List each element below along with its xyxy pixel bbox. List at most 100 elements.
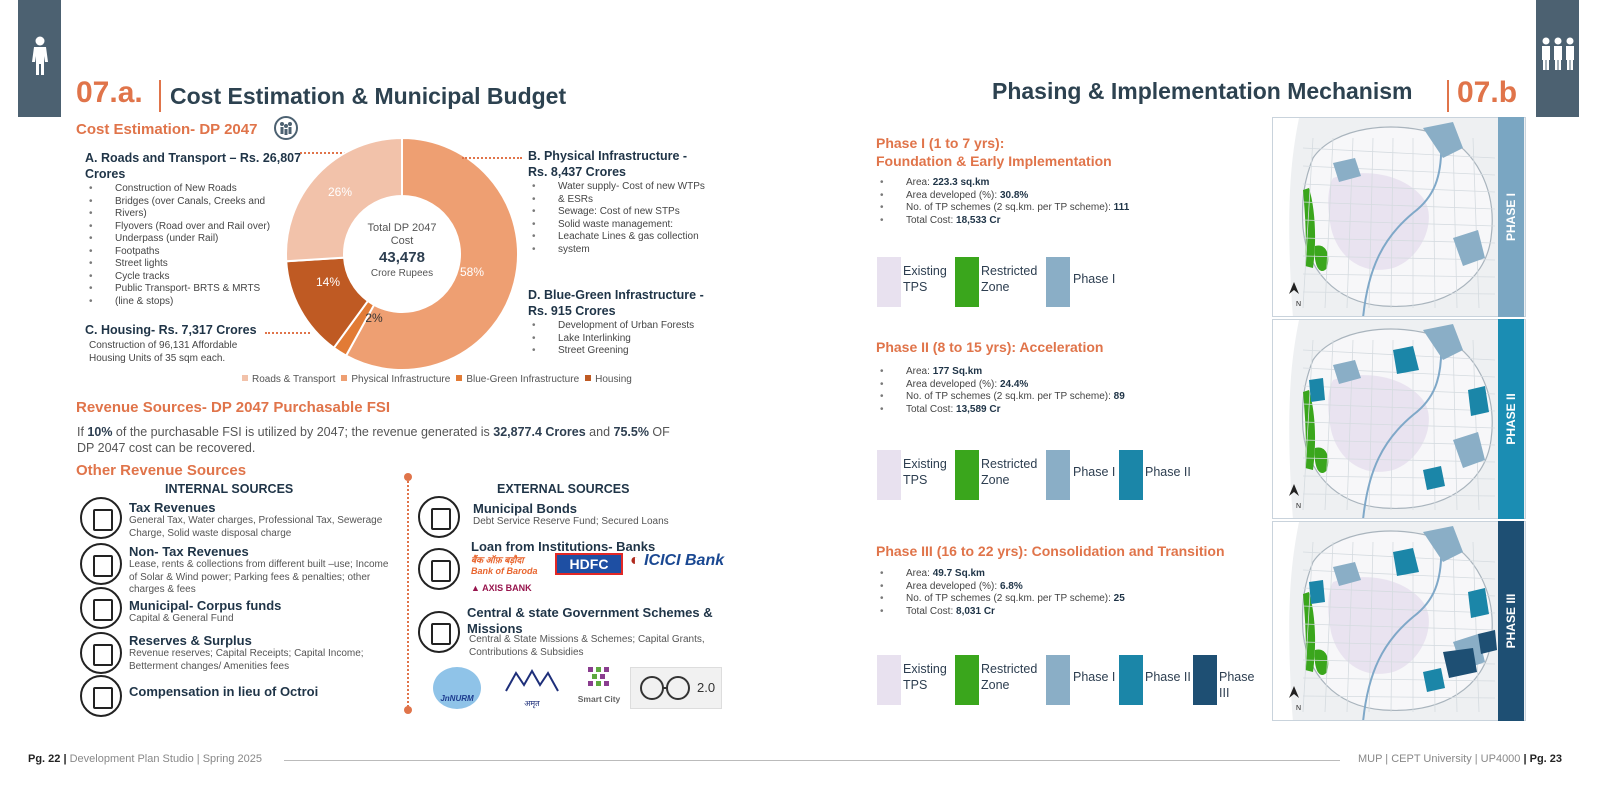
legend-label-existing: Existing TPS bbox=[903, 661, 947, 693]
donut-data-label: 14% bbox=[316, 275, 340, 289]
phase2-heading: Phase II (8 to 15 yrs): Acceleration bbox=[876, 339, 1104, 355]
smart-city-text: Smart City bbox=[577, 694, 621, 704]
phase2-parcel bbox=[1393, 548, 1419, 576]
bluegreen-title-line1: D. Blue-Green Infrastructure - bbox=[528, 288, 704, 302]
city-map-illustration: N bbox=[1273, 522, 1497, 720]
cost-donut-chart: 58% 2% 14% 26% bbox=[285, 136, 519, 371]
list-item: Area developed (%): 6.8% bbox=[876, 581, 1125, 594]
desc-line: of Solar & Wind power; Parking fees & pe… bbox=[129, 571, 371, 583]
list-item: Area: 223.3 sq.km bbox=[876, 177, 1129, 190]
legend-label-existing: Existing TPS bbox=[903, 263, 947, 295]
desc-line: Revenue reserves; Capital Receipts; Capi… bbox=[129, 648, 364, 659]
sea-area bbox=[1273, 118, 1299, 316]
phase2-parcel bbox=[1423, 466, 1445, 490]
donut-center-unit: Crore Rupees bbox=[370, 268, 434, 279]
existing-tps-zone bbox=[1328, 577, 1429, 674]
sources-divider bbox=[407, 478, 409, 710]
govt-schemes-title-line1: Central & state Government Schemes & bbox=[467, 605, 713, 620]
phase1-heading-line1: Phase I (1 to 7 yrs): bbox=[876, 135, 1005, 151]
stat-label: No. of TP schemes (2 sq.km. per TP schem… bbox=[906, 202, 1114, 213]
river-line bbox=[1362, 541, 1443, 720]
physical-list: Water supply- Cost of new WTPs & ESRs Se… bbox=[528, 181, 728, 256]
existing-tps-zone bbox=[1328, 375, 1429, 472]
list-item: Lake Interlinking bbox=[528, 333, 728, 346]
truck-icon bbox=[80, 675, 122, 717]
municipal-bonds-desc: Debt Service Reserve Fund; Secured Loans bbox=[473, 516, 669, 529]
road-line bbox=[1324, 541, 1334, 713]
revenue-heading: Revenue Sources- DP 2047 Purchasable FSI bbox=[76, 399, 391, 416]
municipal-bonds-title: Municipal Bonds bbox=[473, 501, 577, 516]
legend-swatch-existing bbox=[877, 450, 901, 500]
bank-of-baroda-hindi: बैंक ऑफ़ बड़ौदा bbox=[471, 555, 524, 565]
road-line bbox=[1302, 475, 1496, 480]
phase3-heading: Phase III (16 to 22 yrs): Consolidation … bbox=[876, 543, 1225, 559]
bank-loans-title: Loan from Institutions- Banks bbox=[471, 539, 656, 554]
donut-center: Total DP 2047 Cost 43,478 Crore Rupees bbox=[352, 222, 452, 280]
footer-rule bbox=[284, 760, 1340, 761]
label-line: TPS bbox=[903, 280, 928, 294]
right-footer: MUP | CEPT University | UP4000 | Pg. 23 bbox=[1358, 753, 1562, 765]
donut-slice-physical-infrastructure bbox=[344, 136, 519, 371]
road-line bbox=[1302, 623, 1496, 631]
desc-line: General Tax, Water charges, Professional… bbox=[129, 515, 383, 526]
piggy-bank-icon bbox=[80, 632, 122, 674]
legend-label-restricted: Restricted Zone bbox=[981, 263, 1037, 295]
divider-dot-bottom bbox=[404, 706, 412, 714]
list-item: Water supply- Cost of new WTPs bbox=[528, 181, 728, 194]
legend-swatch-phase3 bbox=[1193, 655, 1217, 705]
legend-label-phase1: Phase I bbox=[1073, 670, 1116, 684]
recovery-percent: 75.5% bbox=[613, 425, 653, 439]
road-line bbox=[1302, 695, 1496, 699]
roads-list: Construction of New Roads Bridges (over … bbox=[85, 183, 290, 308]
phase2-map: N bbox=[1272, 319, 1526, 519]
housing-title: C. Housing- Rs. 7,317 Crores bbox=[85, 323, 257, 337]
housing-desc: Construction of 96,131 Affordable Housin… bbox=[89, 340, 237, 365]
swachh-version-text: 2.0 bbox=[697, 680, 716, 695]
list-item: Total Cost: 18,533 Cr bbox=[876, 215, 1129, 228]
stat-value: 89 bbox=[1113, 391, 1125, 402]
phase2-parcel bbox=[1468, 386, 1489, 416]
legend-swatch bbox=[456, 375, 463, 381]
list-item: & ESRs bbox=[528, 194, 728, 207]
stat-value: 177 Sq.km bbox=[932, 366, 983, 377]
donut-data-label: 58% bbox=[460, 265, 484, 279]
revenue-text: If 10% of the purchasable FSI is utilize… bbox=[77, 424, 717, 456]
corpus-funds-title: Municipal- Corpus funds bbox=[129, 598, 282, 613]
left-corner-tab bbox=[18, 0, 61, 117]
legend-label-restricted: Restricted Zone bbox=[981, 661, 1037, 693]
legend-swatch-phase1 bbox=[1046, 655, 1070, 705]
road-line bbox=[1302, 147, 1496, 159]
stat-value: 18,533 Cr bbox=[956, 214, 1001, 226]
housing-desc-line2: Housing Units of 35 sqm each. bbox=[89, 352, 226, 364]
list-item: Public Transport- BRTS & MRTS bbox=[85, 283, 290, 296]
icici-logo: ◐ ICICI Bank bbox=[630, 552, 724, 570]
legend-label-phase3: Phase III bbox=[1219, 670, 1255, 700]
donut-center-line2: Cost bbox=[390, 235, 414, 247]
revenue-amount: 32,877.4 Crores bbox=[493, 425, 586, 439]
restricted-zone-strip bbox=[1303, 390, 1316, 470]
desc-line: Debt Service Reserve Fund; Secured Loans bbox=[473, 516, 669, 527]
list-item: Street Greening bbox=[528, 345, 728, 358]
stat-value: 223.3 sq.km bbox=[932, 177, 990, 188]
road-line bbox=[1302, 677, 1496, 682]
legend-swatch-existing bbox=[877, 257, 901, 307]
stat-label: Area: bbox=[906, 177, 933, 188]
bond-certificate-icon bbox=[418, 496, 460, 538]
icici-text: ICICI Bank bbox=[644, 552, 725, 569]
list-item: Flyovers (Road over and Rail over) bbox=[85, 221, 290, 234]
list-item: Area: 177 Sq.km bbox=[876, 366, 1125, 379]
jnnurm-text: JnNURM bbox=[440, 694, 474, 703]
phase3-bar-label: PHASE III bbox=[1504, 593, 1518, 649]
desc-line: Central & State Missions & Schemes; Capi… bbox=[469, 634, 705, 645]
list-item: Cycle tracks bbox=[85, 271, 290, 284]
swachh-bharat-logo: 2.0 bbox=[630, 667, 722, 709]
right-footer-text: MUP | CEPT University | UP4000 bbox=[1358, 753, 1524, 765]
label-line: Zone bbox=[981, 280, 1010, 294]
legend-swatch bbox=[341, 375, 348, 381]
list-item: No. of TP schemes (2 sq.km. per TP schem… bbox=[876, 593, 1125, 606]
list-item: Solid waste management: bbox=[528, 219, 728, 232]
right-section-number: 07.b bbox=[1457, 76, 1518, 109]
external-heading: EXTERNAL SOURCES bbox=[497, 482, 630, 496]
list-item: Rivers) bbox=[85, 208, 290, 221]
phase1-stats: Area: 223.3 sq.km Area developed (%): 30… bbox=[876, 177, 1129, 227]
